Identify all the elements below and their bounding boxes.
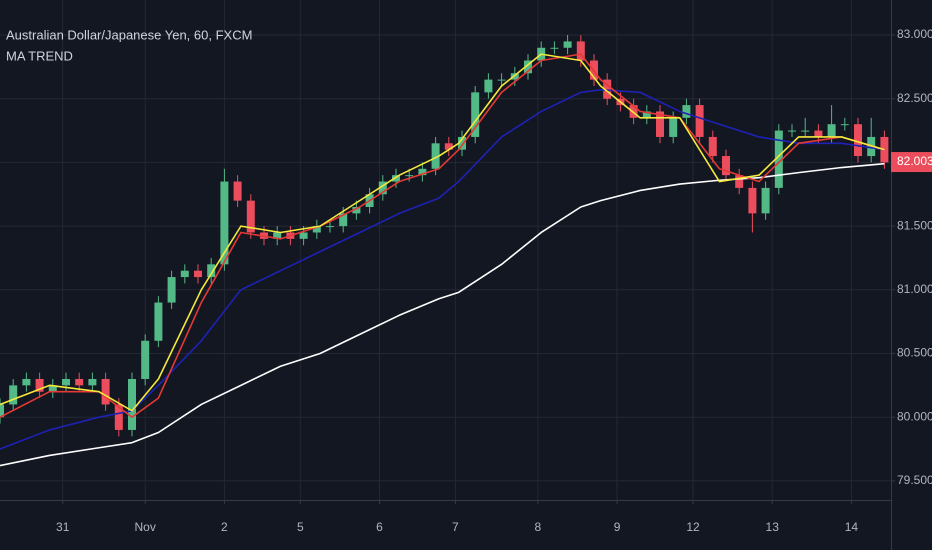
candle-body bbox=[827, 124, 836, 137]
candle-body bbox=[352, 207, 361, 214]
candle-body bbox=[444, 143, 453, 150]
candle-body bbox=[62, 378, 70, 386]
candle-body bbox=[114, 404, 123, 430]
candle-body bbox=[128, 378, 136, 430]
candle-body bbox=[299, 232, 308, 239]
candle-body bbox=[35, 378, 44, 392]
candle-body bbox=[141, 340, 150, 379]
candle-body bbox=[48, 385, 57, 392]
candle-body bbox=[774, 130, 783, 188]
y-tick-label: 82.500 bbox=[897, 91, 932, 105]
candle-body bbox=[669, 117, 678, 137]
y-tick-label: 83.000 bbox=[897, 27, 932, 41]
moving-average-line bbox=[0, 53, 885, 418]
candle-body bbox=[75, 378, 84, 386]
candle-body bbox=[814, 130, 823, 137]
candle-body bbox=[22, 378, 31, 386]
candle-body bbox=[312, 226, 321, 233]
candle-body bbox=[603, 79, 612, 99]
x-tick-label: 6 bbox=[376, 520, 383, 534]
x-tick-label: 7 bbox=[452, 520, 459, 534]
candle-body bbox=[392, 175, 400, 182]
candle-body bbox=[735, 175, 744, 188]
candle-body bbox=[854, 124, 862, 157]
x-tick-label: 13 bbox=[766, 520, 780, 534]
plot-area bbox=[0, 35, 889, 467]
candle-body bbox=[220, 181, 229, 265]
moving-average-line bbox=[0, 53, 885, 412]
candle-body bbox=[788, 130, 796, 132]
candle-body bbox=[246, 200, 255, 233]
candle-body bbox=[207, 264, 216, 278]
indicator-label: MA TREND bbox=[6, 48, 73, 63]
candle-body bbox=[339, 213, 348, 227]
candle-body bbox=[563, 41, 572, 48]
x-tick-label: 5 bbox=[297, 520, 304, 534]
x-tick-label: 14 bbox=[845, 520, 859, 534]
y-tick-label: 81.000 bbox=[897, 282, 932, 296]
candle-body bbox=[471, 92, 480, 137]
candle-body bbox=[101, 378, 110, 405]
axes: 79.50080.00080.50081.00081.50082.00082.5… bbox=[56, 27, 932, 534]
candle-body bbox=[801, 130, 810, 132]
x-tick-label: 12 bbox=[686, 520, 700, 534]
candle-body bbox=[484, 79, 493, 93]
x-tick-label: 31 bbox=[56, 520, 70, 534]
x-tick-label: Nov bbox=[135, 520, 156, 534]
candle-body bbox=[326, 226, 334, 228]
chart-title: Australian Dollar/Japanese Yen, 60, FXCM bbox=[6, 27, 252, 42]
candle-body bbox=[431, 143, 440, 169]
candle-body bbox=[722, 156, 730, 176]
candle-body bbox=[9, 385, 18, 405]
candle-body bbox=[458, 136, 466, 150]
candle-body bbox=[194, 270, 202, 278]
candle-body bbox=[550, 47, 559, 49]
candle-body bbox=[405, 175, 414, 177]
candle-body bbox=[233, 181, 242, 201]
y-tick-label: 80.500 bbox=[897, 346, 932, 360]
candle-body bbox=[510, 73, 519, 80]
candle-body bbox=[656, 111, 664, 137]
candle-body bbox=[524, 60, 532, 74]
candle-body bbox=[497, 79, 506, 81]
x-tick-label: 8 bbox=[535, 520, 542, 534]
candle-body bbox=[418, 168, 427, 176]
candle-body bbox=[88, 378, 97, 386]
last-price-label: 82.003 bbox=[897, 154, 932, 168]
y-tick-label: 80.000 bbox=[897, 409, 932, 423]
candle-body bbox=[695, 105, 704, 137]
candle-body bbox=[682, 105, 691, 118]
candle-body bbox=[180, 270, 189, 278]
candle-body bbox=[576, 41, 585, 61]
last-price-box bbox=[891, 152, 932, 173]
candle-body bbox=[629, 105, 638, 118]
candle-body bbox=[273, 232, 282, 239]
x-tick-label: 2 bbox=[221, 520, 228, 534]
candle-body bbox=[378, 181, 387, 195]
candle-body bbox=[840, 124, 849, 126]
candle-body bbox=[167, 277, 176, 303]
candle-body bbox=[748, 187, 757, 214]
moving-average-line bbox=[0, 89, 885, 450]
y-tick-label: 81.500 bbox=[897, 218, 932, 232]
y-tick-label: 79.500 bbox=[897, 473, 932, 487]
candle-body bbox=[708, 136, 717, 157]
candle-body bbox=[642, 111, 651, 118]
candle-body bbox=[154, 302, 163, 341]
x-tick-label: 9 bbox=[614, 520, 621, 534]
candle-body bbox=[0, 404, 4, 418]
candle-body bbox=[761, 187, 770, 214]
